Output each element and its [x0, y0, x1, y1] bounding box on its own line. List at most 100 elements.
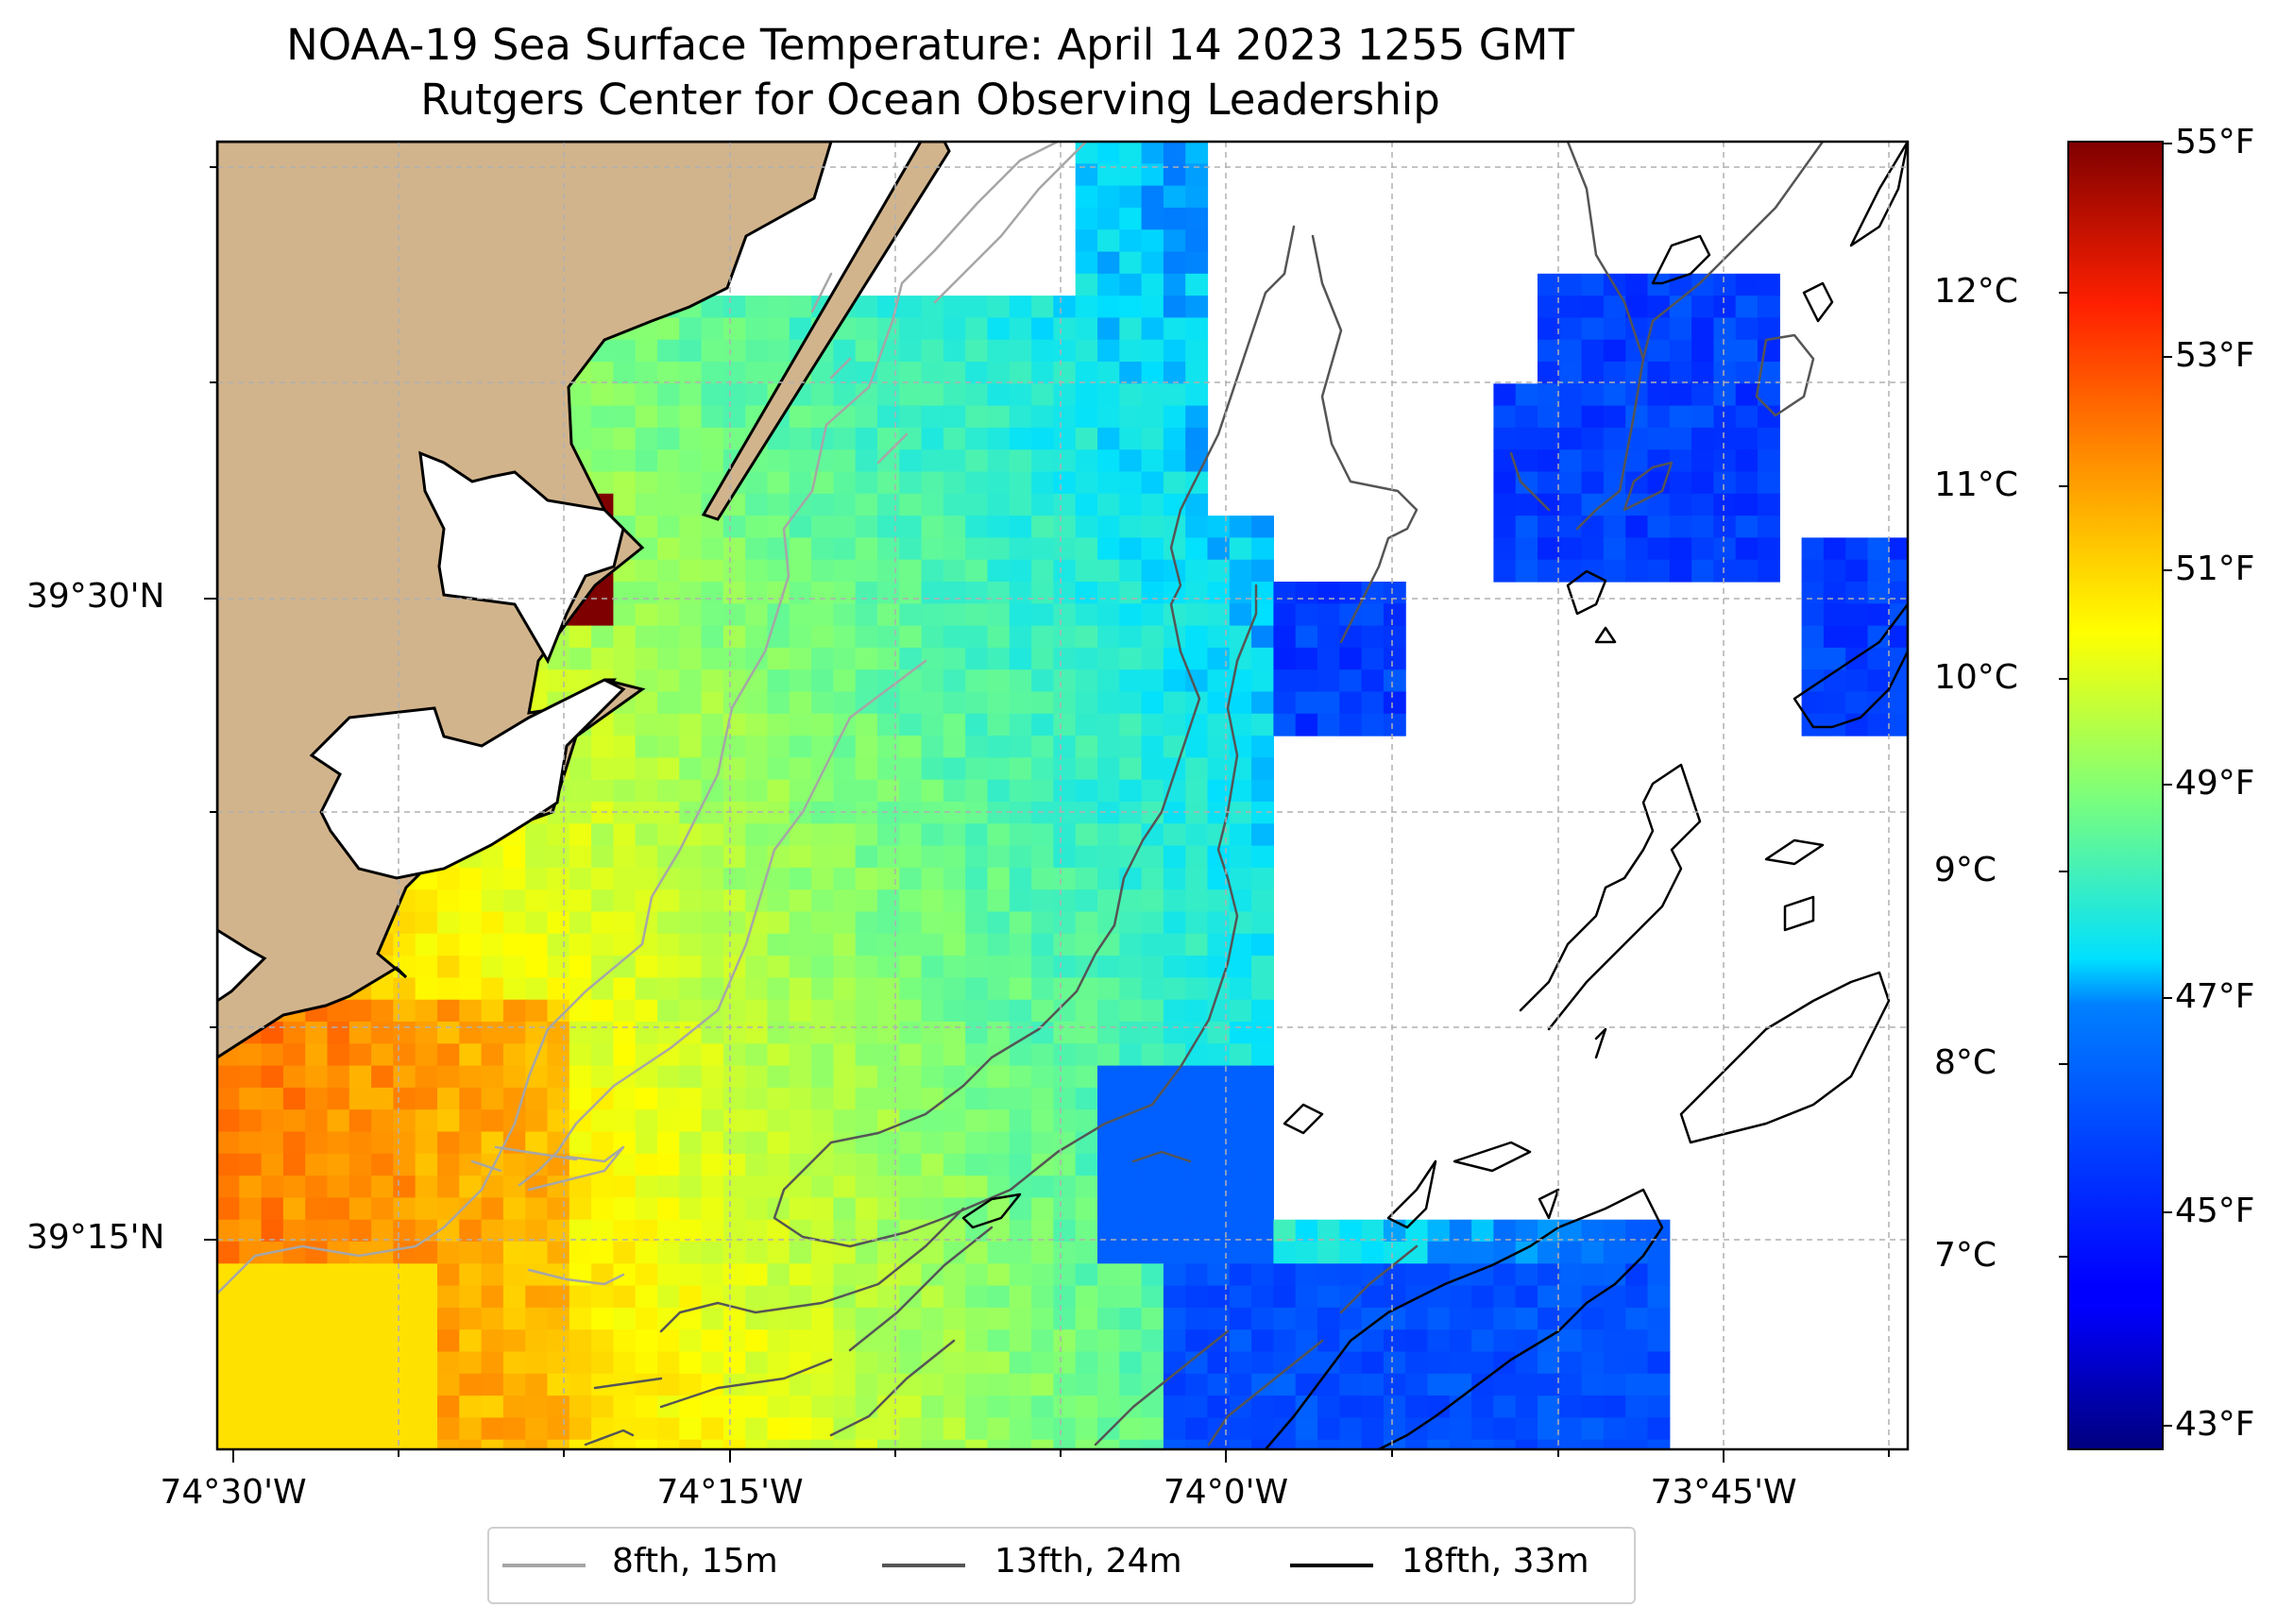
sst-cell	[525, 933, 549, 956]
sst-cell	[1075, 1197, 1098, 1221]
sst-cell	[1427, 1329, 1451, 1353]
sst-cell	[1647, 1396, 1671, 1418]
sst-cell	[282, 1263, 306, 1287]
sst-cell	[679, 1176, 703, 1198]
sst-cell	[635, 427, 658, 450]
sst-cell	[1097, 427, 1120, 450]
sst-cell	[657, 1022, 680, 1044]
sst-cell	[613, 1307, 637, 1330]
sst-cell	[1493, 559, 1517, 583]
sst-cell	[305, 1242, 329, 1264]
sst-cell	[987, 1131, 1011, 1155]
sst-cell	[943, 845, 966, 869]
sst-cell	[1493, 405, 1517, 429]
sst-cell	[1119, 1131, 1143, 1155]
sst-cell	[789, 559, 812, 583]
sst-cell	[701, 1351, 724, 1375]
sst-cell	[481, 956, 504, 978]
sst-cell	[855, 1417, 878, 1441]
sst-cell	[459, 867, 483, 890]
sst-cell	[1538, 405, 1560, 429]
sst-cell	[1053, 1131, 1077, 1155]
sst-cell	[1185, 229, 1209, 253]
sst-cell	[1647, 559, 1671, 583]
contour-18fth-c	[1519, 763, 1702, 1031]
sst-cell	[987, 1109, 1011, 1133]
sst-cell	[1097, 493, 1120, 516]
sst-cell	[943, 516, 966, 538]
sst-cell	[1119, 493, 1143, 516]
sst-cell	[1141, 317, 1164, 341]
sst-cell	[987, 1219, 1011, 1243]
sst-cell	[371, 977, 394, 1001]
sst-cell	[1801, 559, 1825, 583]
sst-cell	[1273, 582, 1297, 604]
sst-cell	[1163, 1439, 1186, 1449]
sst-cell	[547, 1351, 570, 1375]
sst-cell	[569, 1417, 592, 1441]
sst-cell	[1031, 757, 1054, 781]
sst-cell	[1031, 339, 1054, 363]
sst-cell	[745, 1263, 769, 1287]
sst-cell	[635, 823, 658, 847]
sst-cell	[1141, 1263, 1164, 1287]
sst-cell	[1229, 516, 1252, 538]
sst-cell	[1097, 823, 1120, 847]
sst-cell	[1031, 1439, 1054, 1449]
sst-cell	[459, 1109, 483, 1133]
sst-cell	[1141, 449, 1164, 473]
sst-cell	[1251, 713, 1274, 736]
sst-cell	[1031, 1351, 1054, 1375]
sst-cell	[1141, 625, 1164, 649]
sst-cell	[811, 1307, 834, 1330]
sst-cell	[987, 691, 1011, 715]
sst-cell	[722, 1197, 746, 1221]
sst-cell	[1691, 296, 1714, 318]
sst-cell	[1471, 1417, 1494, 1441]
sst-cell	[965, 383, 989, 407]
sst-cell	[1471, 1373, 1494, 1396]
sst-cell	[1758, 493, 1780, 516]
sst-cell	[239, 1176, 263, 1198]
sst-cell	[1559, 1285, 1583, 1309]
sst-cell	[1075, 1109, 1098, 1133]
sst-cell	[1031, 1417, 1054, 1441]
sst-cell	[1273, 1263, 1297, 1287]
sst-cell	[1251, 1197, 1274, 1221]
sst-cell	[217, 1197, 240, 1221]
sst-cell	[745, 845, 769, 869]
sst-cell	[547, 845, 570, 869]
sst-cell	[965, 1176, 989, 1198]
sst-cell	[767, 449, 790, 473]
sst-cell	[722, 956, 746, 978]
sst-cell	[789, 911, 812, 935]
sst-cell	[679, 317, 703, 341]
sst-cell	[1867, 625, 1891, 649]
sst-cell	[789, 956, 812, 978]
legend-swatch-8fth	[502, 1564, 586, 1567]
sst-cell	[921, 1065, 944, 1089]
sst-cell	[481, 1285, 504, 1309]
sst-cell	[1163, 1131, 1186, 1155]
sst-cell	[1075, 1176, 1098, 1198]
sst-cell	[899, 823, 923, 847]
sst-cell	[1075, 647, 1098, 670]
sst-cell	[1207, 691, 1231, 715]
sst-cell	[481, 1022, 504, 1044]
sst-cell	[767, 999, 790, 1023]
sst-cell	[371, 1022, 394, 1044]
sst-cell	[1075, 163, 1098, 187]
sst-cell	[1163, 383, 1186, 407]
sst-cell	[1317, 647, 1340, 670]
sst-cell	[767, 911, 790, 935]
sst-cell	[1713, 537, 1737, 561]
sst-cell	[899, 603, 923, 627]
sst-cell	[1581, 1373, 1605, 1396]
sst-cell	[1163, 163, 1186, 187]
sst-cell	[1009, 1351, 1032, 1375]
sst-cell	[1625, 1351, 1649, 1375]
sst-cell	[899, 757, 923, 781]
sst-cell	[613, 977, 637, 1001]
sst-cell	[877, 1219, 900, 1243]
sst-cell	[877, 427, 900, 450]
